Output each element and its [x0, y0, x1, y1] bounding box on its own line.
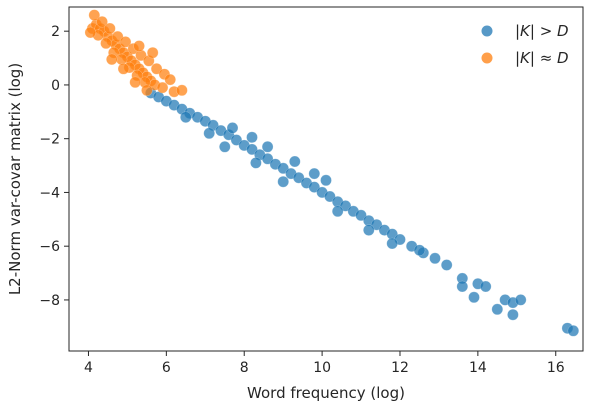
point-series-0-29: [370, 218, 383, 231]
point-series-1-41: [129, 76, 141, 89]
point-series-0-58: [331, 205, 344, 218]
point-series-0-21: [308, 181, 321, 193]
point-series-0-50: [246, 131, 258, 144]
x-tick-label-4: 12: [391, 360, 409, 376]
point-series-1-38: [84, 26, 97, 39]
legend: |K| > D |K| ≈ D: [481, 22, 569, 67]
x-tick-label-5: 14: [469, 360, 487, 376]
point-series-1-30: [111, 30, 124, 43]
point-series-0-42: [491, 303, 504, 316]
point-series-1-20: [176, 84, 188, 97]
x-tick-label-3: 10: [313, 360, 331, 376]
x-tick-label-0: 4: [84, 360, 93, 376]
legend-label-k-approx-d: |K| ≈ D: [515, 49, 569, 67]
y-tick-label-0: −8: [39, 293, 60, 309]
point-series-0-23: [324, 190, 336, 203]
point-series-1-22: [100, 37, 112, 50]
ticks-layer: 4 6 8 10 12 14 16 −8 −6 −4 −2 0 2: [39, 24, 564, 376]
x-tick-label-2: 8: [240, 360, 249, 376]
y-tick-label-4: 0: [51, 78, 60, 94]
point-series-0-53: [308, 167, 321, 180]
point-series-0-63: [203, 127, 215, 140]
point-series-0-59: [363, 224, 375, 236]
point-series-0-19: [292, 171, 305, 184]
point-series-1-40: [117, 63, 130, 75]
point-series-0-45: [507, 308, 519, 321]
legend-label-k-greater-d: |K| > D: [515, 22, 569, 40]
point-series-0-62: [180, 111, 192, 123]
point-series-1-42: [141, 84, 153, 97]
point-series-0-61: [413, 244, 426, 256]
point-series-0-54: [320, 174, 332, 187]
y-tick-label-1: −6: [39, 239, 60, 255]
point-series-0-56: [250, 157, 262, 169]
point-series-0-41: [479, 280, 492, 293]
x-tick-label-6: 16: [547, 360, 565, 376]
legend-marker-k-greater-d: [481, 25, 493, 37]
point-series-1-43: [133, 40, 145, 52]
point-series-0-49: [226, 122, 239, 134]
point-series-1-35: [150, 63, 163, 75]
point-series-0-52: [289, 155, 301, 168]
point-series-0-35: [429, 252, 441, 265]
point-series-1-2: [88, 9, 101, 21]
point-series-0-38: [456, 280, 469, 293]
point-series-1-39: [106, 53, 118, 66]
point-series-0-15: [261, 153, 274, 165]
point-series-1-44: [146, 46, 159, 59]
point-series-0-55: [219, 141, 231, 153]
y-axis-label: L2-Norm var-covar matrix (log): [6, 63, 24, 295]
point-series-0-17: [277, 162, 289, 175]
point-series-0-39: [468, 291, 480, 304]
point-series-1-29: [104, 22, 116, 35]
point-series-0-57: [277, 175, 289, 188]
point-series-0-46: [514, 294, 527, 306]
point-series-1-28: [96, 16, 108, 28]
point-series-0-60: [386, 237, 398, 250]
point-series-1-37: [164, 73, 176, 86]
y-tick-label-5: 2: [51, 24, 60, 40]
x-axis-label: Word frequency (log): [247, 384, 405, 402]
point-series-0-48: [567, 325, 580, 337]
y-tick-label-3: −2: [39, 132, 60, 148]
y-tick-label-2: −4: [39, 185, 60, 201]
point-series-0-36: [440, 259, 453, 271]
point-series-1-24: [115, 53, 128, 66]
point-series-1-18: [156, 81, 169, 94]
points-layer: [84, 9, 580, 337]
plot-frame: [68, 6, 584, 352]
legend-marker-k-approx-d: [481, 52, 493, 64]
point-series-0-13: [246, 143, 258, 156]
point-series-1-31: [119, 36, 132, 48]
point-series-0-11: [230, 134, 243, 146]
x-tick-label-1: 6: [162, 360, 171, 376]
point-series-0-25: [339, 200, 352, 212]
point-series-0-27: [355, 209, 367, 222]
point-series-0-51: [261, 141, 274, 153]
